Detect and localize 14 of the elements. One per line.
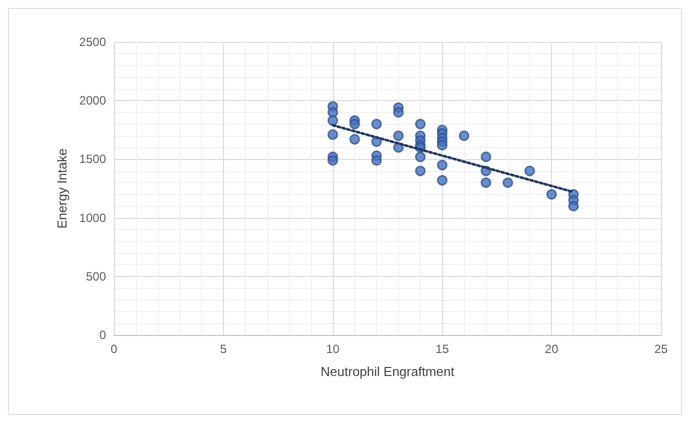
x-axis-title: Neutrophil Engraftment xyxy=(320,364,455,379)
x-tick-label: 0 xyxy=(110,342,118,356)
y-tick-label: 2000 xyxy=(79,94,106,108)
y-axis-title: Energy Intake xyxy=(54,148,70,229)
x-tick-label: 20 xyxy=(544,342,559,356)
x-tick-label: 15 xyxy=(436,342,450,356)
x-tick-label: 5 xyxy=(220,342,228,356)
y-tick-label: 1000 xyxy=(79,210,106,225)
y-tick-label: 500 xyxy=(86,269,106,284)
x-tick-label: 25 xyxy=(654,342,668,356)
x-tick-label: 10 xyxy=(326,342,340,356)
y-tick-label: 2500 xyxy=(79,35,106,49)
y-tick-label: 0 xyxy=(99,328,106,342)
y-tick-label: 1500 xyxy=(79,152,106,166)
